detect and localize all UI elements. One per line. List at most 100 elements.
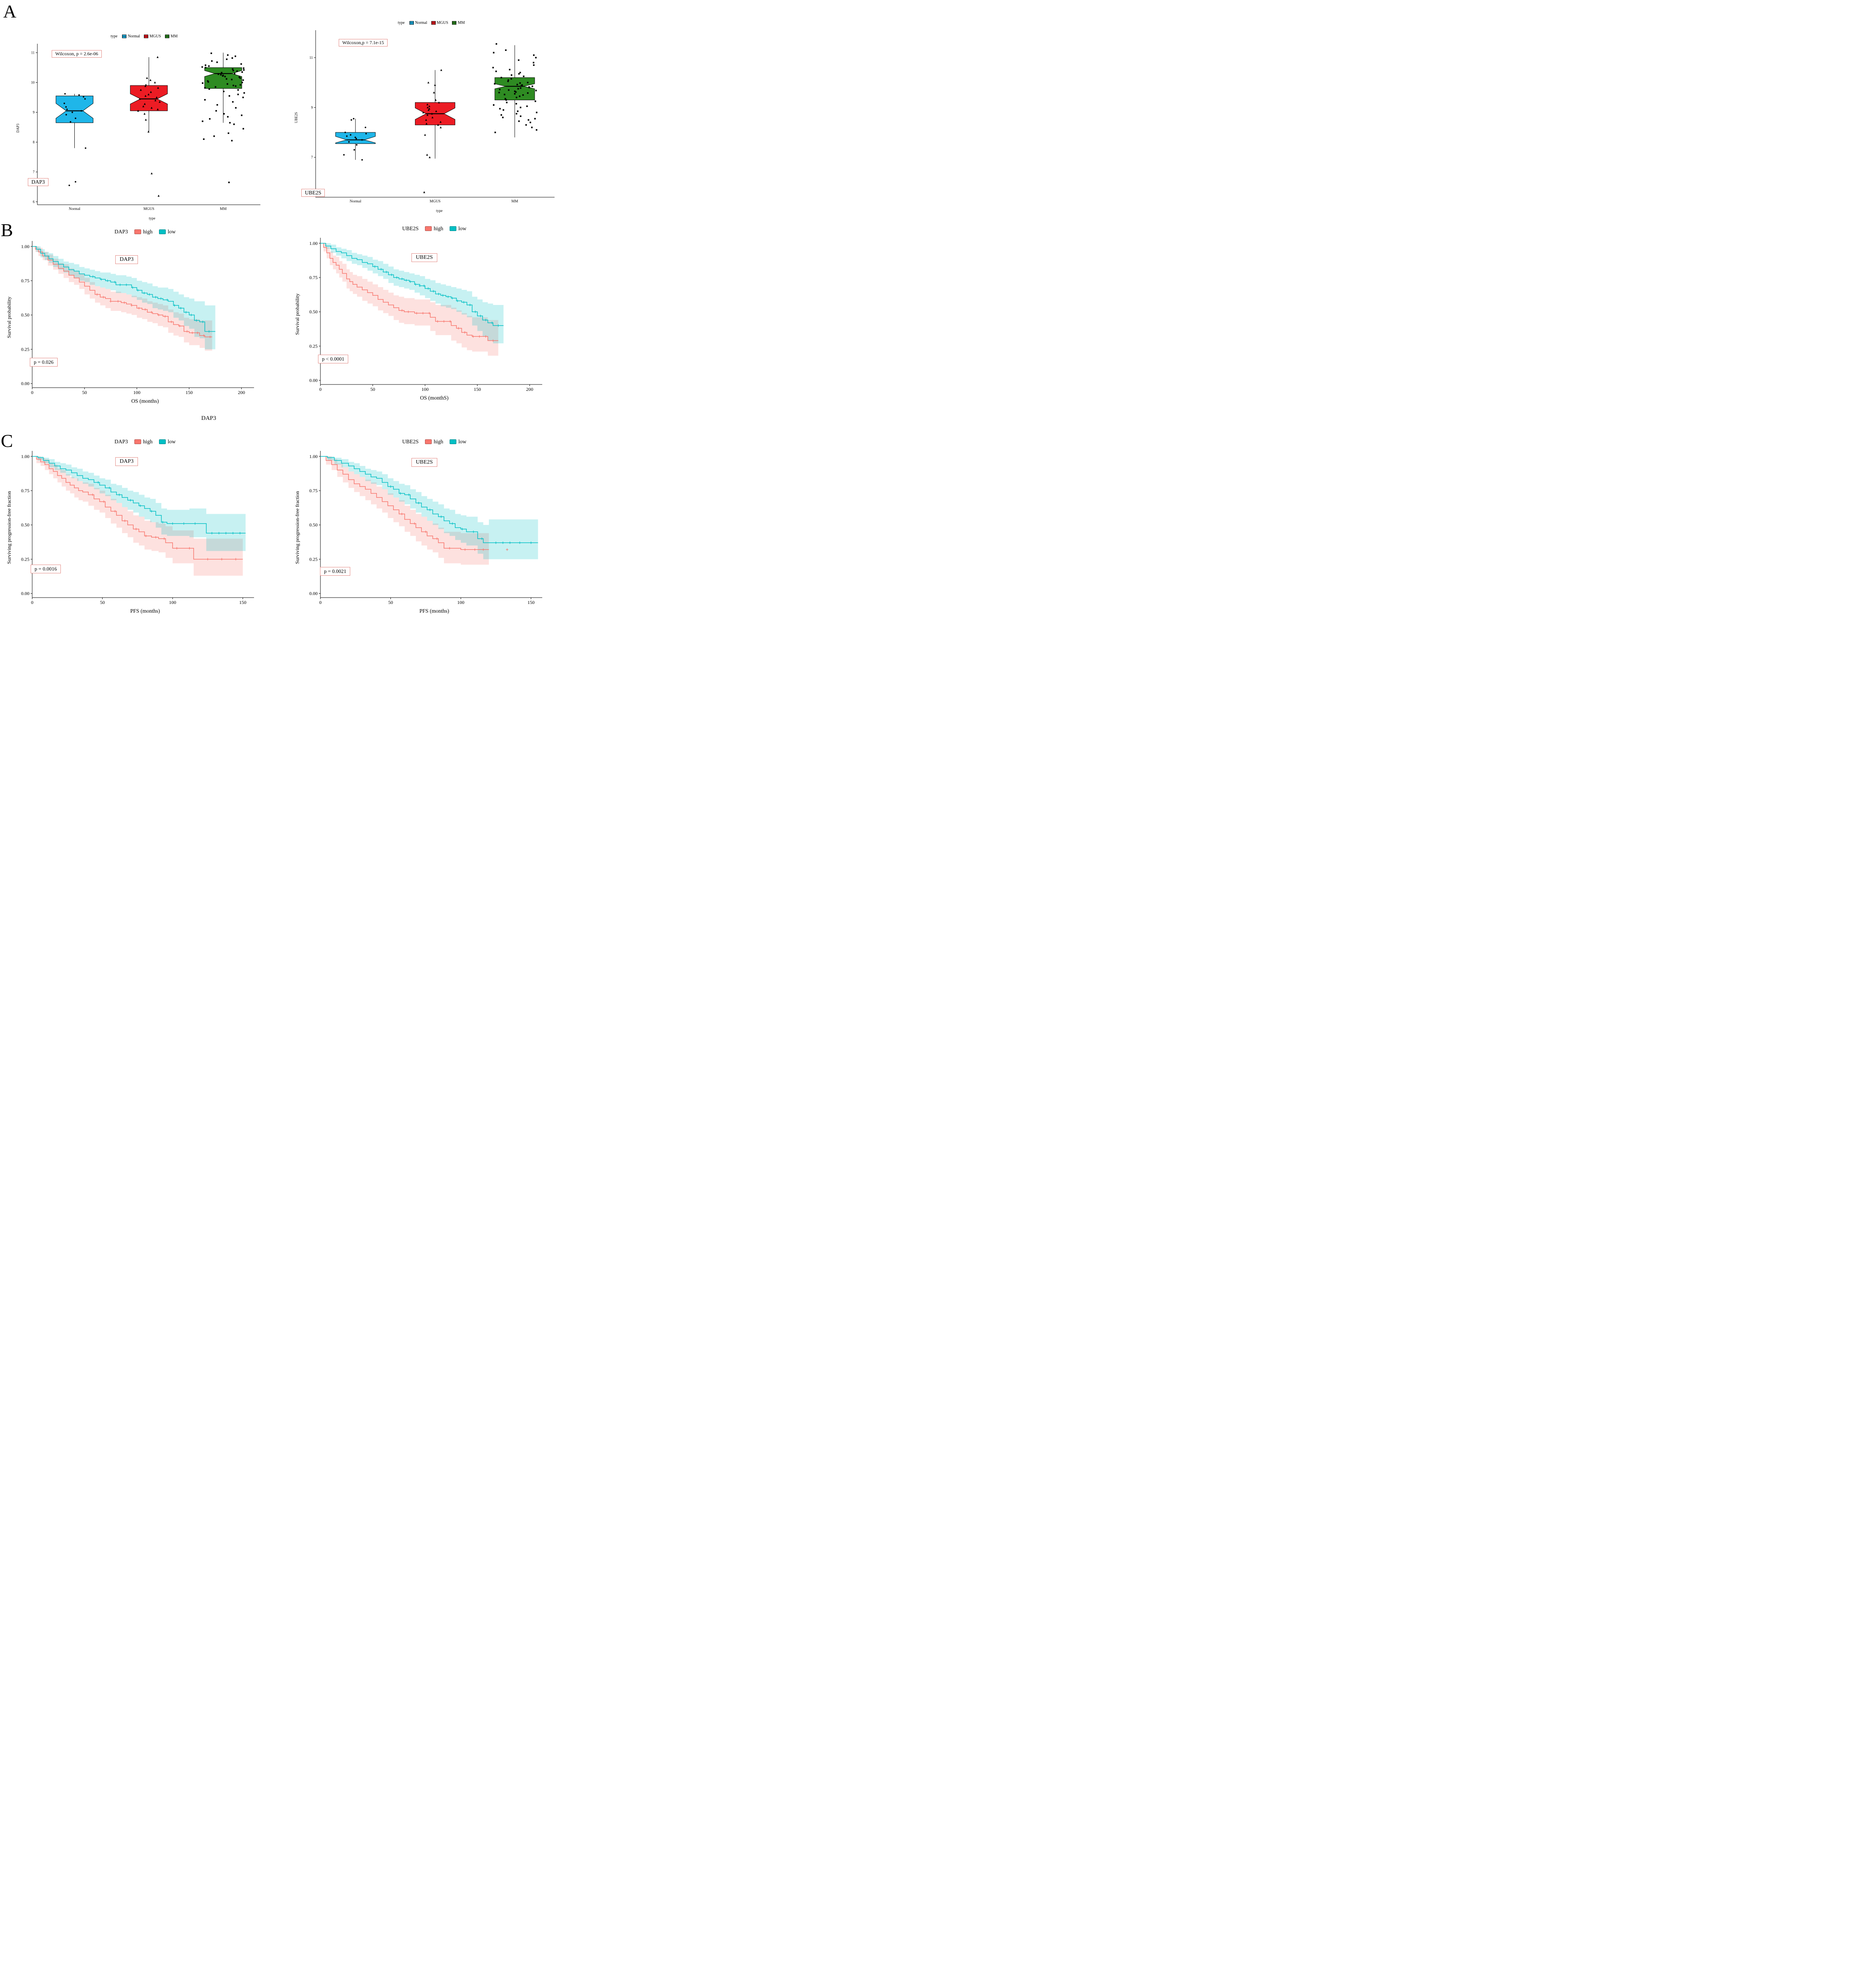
legend-label-mm: MM — [458, 20, 465, 25]
y-axis-title: Survival probability — [294, 293, 300, 335]
legend-label-low: low — [458, 225, 467, 231]
x-axis-title: PFS (months) — [130, 608, 160, 614]
normal-boxplot-icon — [409, 21, 414, 25]
svg-text:150: 150 — [186, 390, 193, 395]
legend-item-high: high — [134, 229, 153, 235]
legend-label-high: high — [434, 439, 444, 445]
svg-text:0.00: 0.00 — [21, 591, 29, 596]
legend-item-low: low — [450, 439, 466, 445]
svg-text:MM: MM — [220, 207, 227, 211]
svg-text:9: 9 — [311, 105, 313, 109]
km-legend: UBE2S high low — [294, 223, 559, 234]
svg-text:50: 50 — [82, 390, 87, 395]
low-group-icon — [450, 439, 457, 444]
svg-text:9: 9 — [33, 111, 35, 115]
km-body: Survival probability 0 50 100 150 200 0.00 0.2… — [6, 237, 268, 398]
boxplot-legend: type Normal MGUS MM — [294, 19, 568, 26]
legend-title: type — [398, 20, 405, 25]
legend-label-low: low — [167, 229, 176, 235]
low-group-icon — [450, 226, 457, 231]
dap3-expression-boxplot-panel: type Normal MGUS MM DAP3 6 7 8 9 10 11 Normal M… — [16, 12, 272, 227]
dap3-pfs-survival-panel: DAP3 high low Surviving progression-free… — [6, 437, 268, 631]
svg-text:0.00: 0.00 — [21, 381, 29, 386]
boxplot-body: DAP3 6 7 8 9 10 11 Normal MGUS MM — [16, 40, 272, 217]
mgus-boxplot-icon — [431, 21, 436, 25]
svg-text:200: 200 — [526, 386, 533, 392]
svg-text:MGUS: MGUS — [144, 207, 154, 211]
gene-label: DAP3 — [115, 457, 138, 466]
ube2s-boxplot-canvas: 7 9 11 Normal MGUS MM — [309, 30, 555, 204]
legend-item-mm: MM — [165, 34, 178, 39]
svg-text:0.50: 0.50 — [309, 522, 318, 528]
km-legend: DAP3 high low — [6, 437, 268, 447]
panel-label-a: A — [3, 1, 17, 21]
ube2s-expression-boxplot-panel: type Normal MGUS MM UBE2S 7 9 11 Normal MGUS… — [294, 8, 568, 227]
svg-text:0.25: 0.25 — [21, 346, 29, 352]
svg-text:11: 11 — [31, 51, 35, 55]
x-axis-title: type — [149, 217, 155, 221]
km-legend: DAP3 high low — [6, 227, 268, 237]
gene-label: UBE2S — [411, 458, 437, 467]
legend-label-high: high — [143, 229, 153, 235]
low-group-icon — [159, 229, 166, 234]
legend-item-high: high — [134, 439, 153, 445]
svg-text:0.75: 0.75 — [309, 275, 318, 280]
x-axis-title: type — [436, 209, 443, 213]
x-axis-title: PFS (months) — [419, 608, 449, 614]
legend-label-mm: MM — [170, 34, 178, 39]
svg-text:100: 100 — [457, 600, 464, 605]
legend-item-high: high — [425, 439, 443, 445]
y-axis-title: DAP3 — [16, 124, 20, 133]
normal-boxplot-icon — [122, 34, 127, 38]
legend-item-mm: MM — [452, 21, 465, 25]
svg-text:1.00: 1.00 — [21, 244, 29, 249]
svg-text:0: 0 — [319, 600, 322, 605]
svg-text:6: 6 — [33, 200, 35, 204]
legend-gene-name: UBE2S — [402, 439, 419, 445]
legend-item-low: low — [159, 229, 176, 235]
svg-text:0.00: 0.00 — [309, 591, 318, 596]
legend-item-low: low — [450, 225, 466, 232]
legend-gene-name: UBE2S — [402, 225, 419, 231]
svg-text:150: 150 — [474, 386, 481, 392]
svg-text:1.00: 1.00 — [309, 454, 318, 459]
svg-text:0.50: 0.50 — [309, 309, 318, 315]
ube2s-os-survival-panel: UBE2S high low Survival probability 0 50 1… — [294, 223, 559, 414]
y-axis-title: Survival probability — [6, 297, 12, 338]
legend-label-low: low — [167, 439, 176, 445]
svg-text:0.50: 0.50 — [21, 312, 29, 318]
legend-item-high: high — [425, 225, 443, 232]
mgus-boxplot-icon — [144, 34, 149, 38]
dap3-pfs-km-canvas: 0 50 100 150 0.00 0.25 0.50 0.75 1.00 — [21, 451, 254, 605]
mm-boxplot-icon — [165, 34, 169, 38]
panel-label-c: C — [1, 431, 13, 451]
km-body: Survival probability 0 50 100 150 200 0.00 0.2… — [294, 234, 559, 395]
x-axis-title: OS (months) — [131, 398, 159, 404]
legend-item-normal: Normal — [122, 34, 140, 39]
high-group-icon — [425, 439, 432, 444]
p-value-label: p = 0.0016 — [31, 565, 61, 573]
svg-text:100: 100 — [133, 390, 140, 395]
legend-label-mgus: MGUS — [149, 34, 161, 39]
low-group-icon — [159, 439, 166, 444]
svg-text:150: 150 — [239, 600, 246, 605]
svg-text:0.75: 0.75 — [309, 488, 318, 493]
svg-text:200: 200 — [238, 390, 245, 395]
legend-item-mgus: MGUS — [144, 34, 161, 39]
svg-text:0.00: 0.00 — [309, 378, 318, 383]
ube2s-os-km-canvas: 0 50 100 150 200 0.00 0.25 0.50 0.75 1.00 — [309, 238, 542, 392]
legend-label-mgus: MGUS — [436, 20, 448, 25]
high-group-icon — [134, 229, 141, 234]
km-legend: UBE2S high low — [294, 437, 559, 447]
wilcoxon-annotation: Wilcoxon,p = 7.1e-15 — [339, 39, 388, 47]
ube2s-pfs-survival-panel: UBE2S high low Surviving progression-fre… — [294, 437, 559, 631]
svg-text:100: 100 — [421, 386, 429, 392]
high-group-icon — [134, 439, 141, 444]
svg-text:1.00: 1.00 — [21, 454, 29, 459]
svg-text:Normal: Normal — [69, 207, 80, 211]
legend-item-low: low — [159, 439, 176, 445]
legend-title: type — [111, 34, 118, 39]
panel-label-b: B — [1, 220, 13, 240]
wilcoxon-annotation: Wilcoxon, p = 2.6e-06 — [52, 50, 102, 58]
svg-text:8: 8 — [33, 140, 35, 144]
